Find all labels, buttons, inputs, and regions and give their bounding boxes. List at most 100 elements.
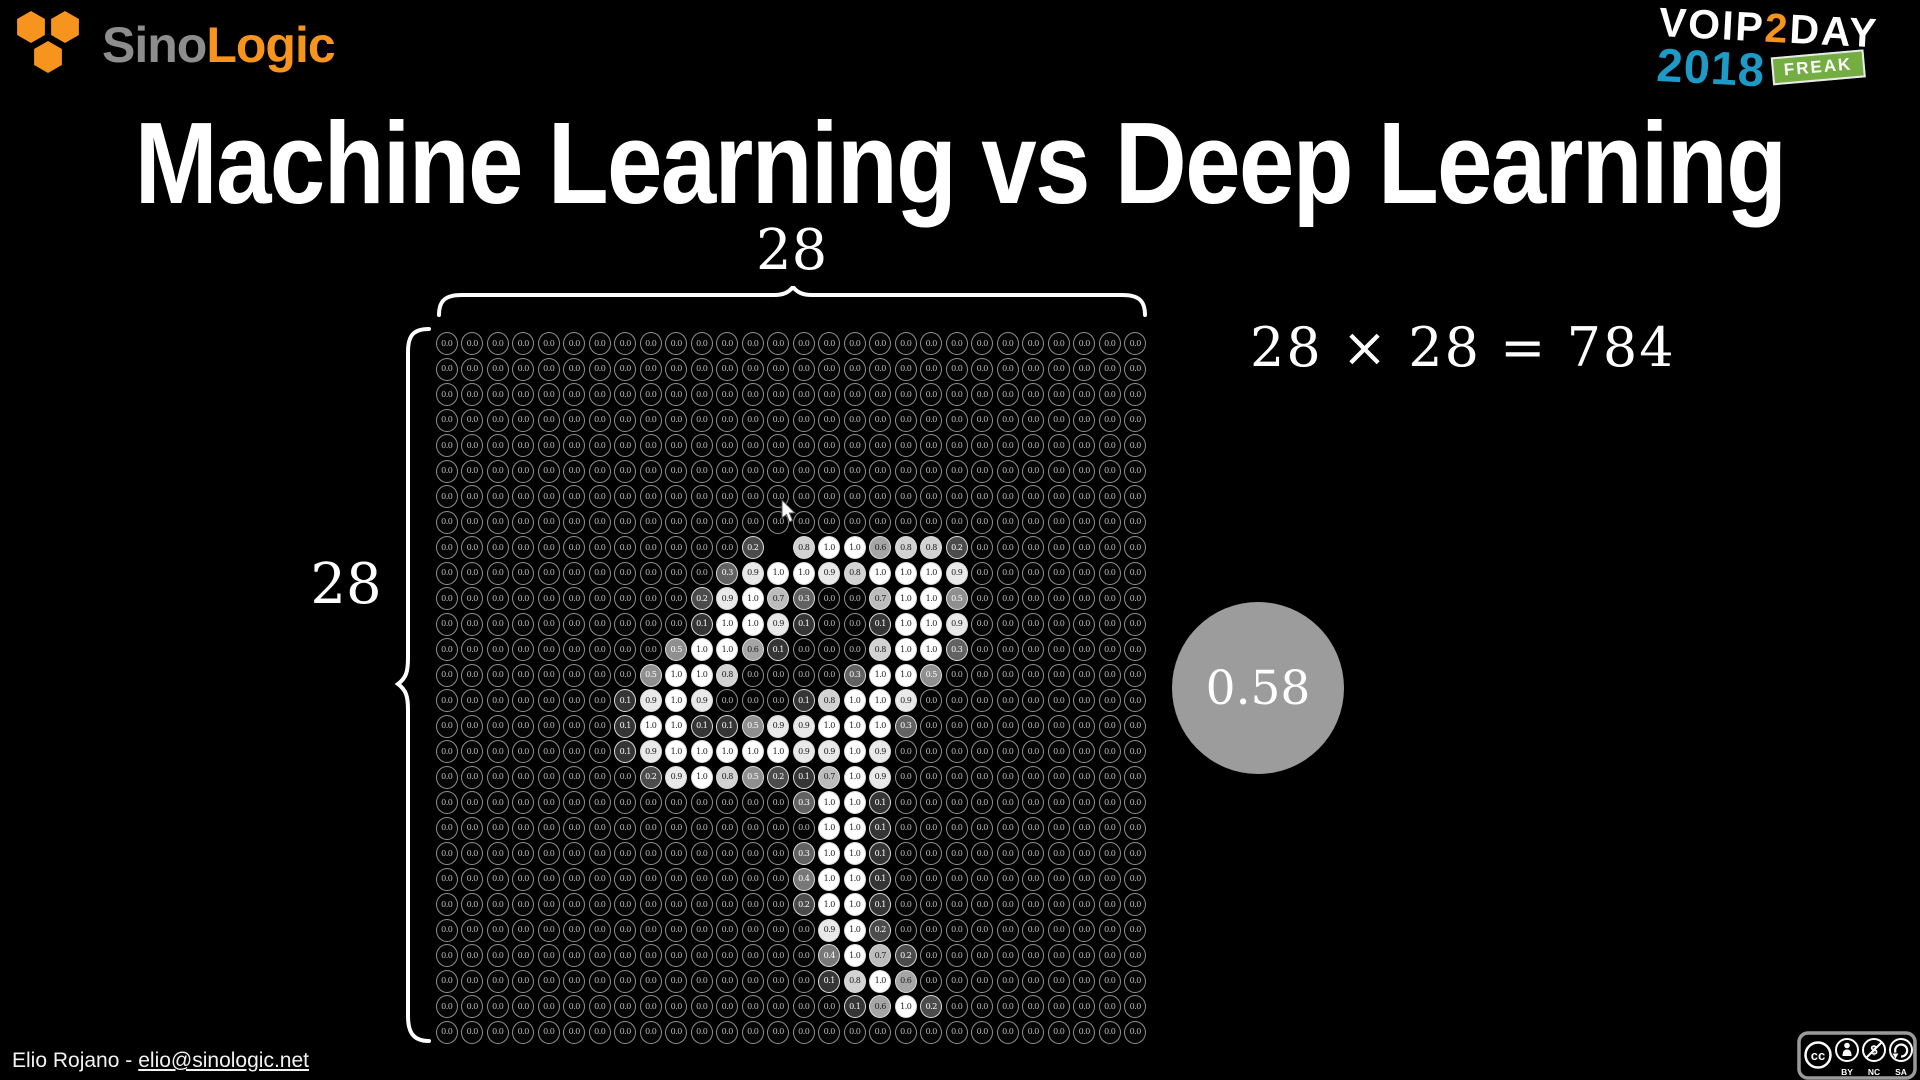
pixel-cell: 0.0 — [715, 943, 741, 969]
pixel-cell: 0.0 — [485, 765, 511, 791]
pixel-cell: 0.9 — [715, 586, 741, 612]
pixel-cell: 0.0 — [460, 739, 486, 765]
pixel-cell: 0.0 — [613, 765, 639, 791]
pixel-cell: 0.0 — [791, 382, 817, 408]
pixel-cell: 0.0 — [1046, 357, 1072, 383]
pixel-cell: 0.0 — [740, 841, 766, 867]
pixel-cell: 0.0 — [970, 841, 996, 867]
pixel-cell: 0.0 — [995, 994, 1021, 1020]
pixel-cell: 0.0 — [995, 918, 1021, 944]
pixel-cell: 0.0 — [791, 994, 817, 1020]
pixel-cell: 0.0 — [868, 510, 894, 536]
pixel-cell: 0.0 — [511, 892, 537, 918]
pixel-cell: 0.0 — [1046, 561, 1072, 587]
pixel-cell: 0.0 — [715, 867, 741, 893]
pixel-cell: 0.0 — [944, 663, 970, 689]
pixel-cell: 0.0 — [715, 816, 741, 842]
pixel-cell: 0.6 — [868, 994, 894, 1020]
pixel-cell: 0.0 — [1123, 790, 1149, 816]
pixel-cell: 0.0 — [536, 382, 562, 408]
pixel-cell: 0.1 — [842, 994, 868, 1020]
pixel-cell: 0.0 — [766, 663, 792, 689]
pixel-cell: 0.0 — [434, 561, 460, 587]
pixel-cell: 0.0 — [434, 765, 460, 791]
pixel-cell: 0.0 — [919, 1020, 945, 1046]
pixel-cell: 0.0 — [1046, 484, 1072, 510]
pixel-cell: 0.1 — [791, 765, 817, 791]
pixel-cell: 0.0 — [460, 969, 486, 995]
pixel-cell: 0.0 — [689, 433, 715, 459]
pixel-cell: 0.0 — [791, 510, 817, 536]
nc-label: NC — [1868, 1067, 1880, 1077]
pixel-cell: 0.0 — [970, 382, 996, 408]
pixel-cell: 0.0 — [944, 408, 970, 434]
pixel-cell: 0.0 — [1072, 943, 1098, 969]
pixel-cell: 0.0 — [434, 841, 460, 867]
author-email-link[interactable]: elio@sinologic.net — [138, 1049, 309, 1072]
pixel-cell: 0.0 — [1021, 816, 1047, 842]
pixel-cell: 0.0 — [740, 969, 766, 995]
pixel-cell: 1.0 — [689, 765, 715, 791]
pixel-cell: 0.0 — [970, 433, 996, 459]
pixel-cell: 1.0 — [664, 688, 690, 714]
pixel-cell: 1.0 — [689, 637, 715, 663]
pixel-cell: 0.0 — [893, 816, 919, 842]
pixel-cell: 0.0 — [562, 892, 588, 918]
pixel-cell: 0.1 — [817, 969, 843, 995]
pixel-cell: 0.0 — [587, 765, 613, 791]
pixel-cell: 1.0 — [817, 714, 843, 740]
pixel-cell: 0.0 — [1072, 612, 1098, 638]
pixel-cell: 0.0 — [562, 510, 588, 536]
pixel-cell: 0.0 — [536, 331, 562, 357]
pixel-cell: 0.0 — [460, 586, 486, 612]
pixel-cell: 0.0 — [562, 382, 588, 408]
pixel-cell: 0.0 — [511, 816, 537, 842]
pixel-cell: 0.0 — [460, 357, 486, 383]
pixel-cell: 0.0 — [1072, 331, 1098, 357]
pixel-cell: 0.0 — [1072, 994, 1098, 1020]
pixel-cell: 0.0 — [1097, 663, 1123, 689]
pixel-cell: 0.0 — [893, 841, 919, 867]
pixel-cell: 0.2 — [893, 943, 919, 969]
pixel-cell: 0.2 — [944, 535, 970, 561]
pixel-cell: 0.0 — [613, 535, 639, 561]
pixel-cell: 0.0 — [485, 382, 511, 408]
pixel-cell: 0.0 — [664, 816, 690, 842]
pixel-cell: 0.0 — [587, 943, 613, 969]
pixel-cell: 0.0 — [638, 357, 664, 383]
pixel-cell: 0.0 — [485, 612, 511, 638]
pixel-cell: 0.0 — [434, 943, 460, 969]
pixel-cell: 0.0 — [638, 408, 664, 434]
sinologic-hexagons-icon — [17, 11, 79, 73]
pixel-cell: 1.0 — [817, 790, 843, 816]
pixel-cell: 0.0 — [460, 612, 486, 638]
pixel-cell: 0.0 — [587, 535, 613, 561]
pixel-cell: 0.0 — [562, 943, 588, 969]
pixel-cell: 1.0 — [842, 765, 868, 791]
pixel-cell: 0.0 — [638, 433, 664, 459]
pixel-cell: 0.0 — [1072, 459, 1098, 485]
pixel-cell: 0.0 — [740, 382, 766, 408]
pixel-cell: 0.0 — [995, 867, 1021, 893]
pixel-cell: 0.0 — [587, 688, 613, 714]
pixel-cell: 0.0 — [919, 484, 945, 510]
pixel-cell: 0.0 — [587, 382, 613, 408]
pixel-cell: 0.9 — [893, 688, 919, 714]
cc-license-badge: cc BY $ NC SA — [1797, 1031, 1917, 1080]
pixel-cell: 0.0 — [1021, 459, 1047, 485]
pixel-cell: 0.0 — [1123, 612, 1149, 638]
pixel-cell: 0.0 — [434, 586, 460, 612]
pixel-cell: 0.0 — [766, 408, 792, 434]
pixel-cell: 0.9 — [868, 739, 894, 765]
pixel-cell: 0.0 — [562, 994, 588, 1020]
pixel-cell: 0.0 — [919, 408, 945, 434]
pixel-cell: 0.0 — [562, 841, 588, 867]
pixel-cell: 0.0 — [434, 331, 460, 357]
pixel-cell: 1.0 — [664, 739, 690, 765]
pixel-cell: 1.0 — [868, 663, 894, 689]
pixel-cell: 0.0 — [511, 535, 537, 561]
pixel-cell: 0.0 — [460, 484, 486, 510]
pixel-cell: 0.0 — [842, 357, 868, 383]
pixel-cell: 0.0 — [919, 892, 945, 918]
pixel-cell: 0.0 — [562, 535, 588, 561]
